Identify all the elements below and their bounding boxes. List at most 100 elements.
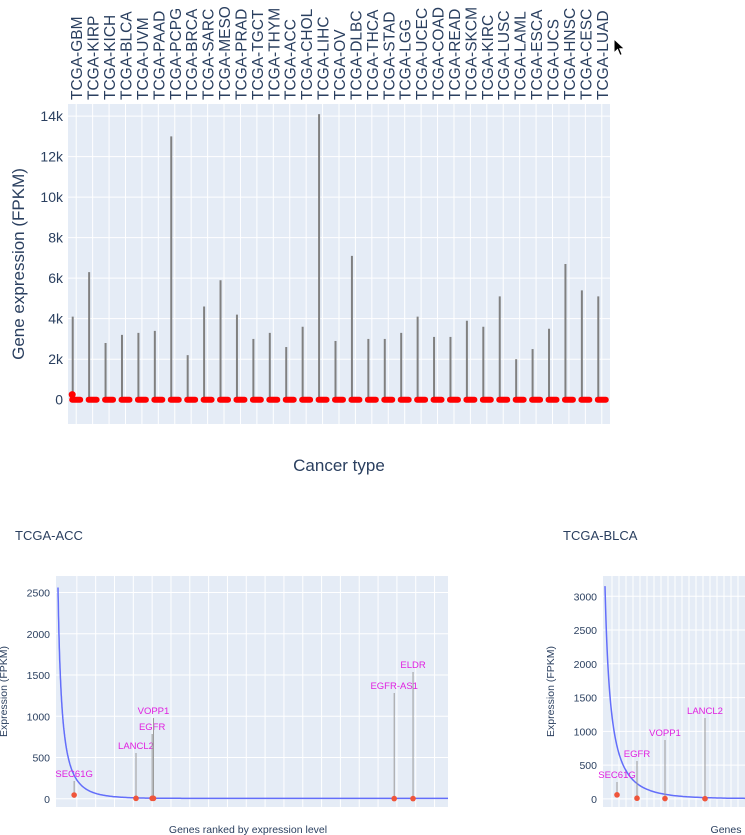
y-tick-label: 2500	[574, 625, 598, 637]
y-tick-label: 3000	[574, 591, 598, 603]
y-tick-label: 500	[579, 760, 597, 772]
outlier-cluster	[184, 396, 199, 403]
y-tick-label: 2500	[27, 588, 51, 600]
outlier-cluster	[430, 396, 445, 403]
x-tick-label: TCGA-STAD	[381, 12, 398, 100]
gene-label: SEC61G	[598, 770, 636, 781]
mouse-cursor-icon	[613, 38, 626, 57]
outlier-cluster	[299, 396, 314, 403]
x-tick-label: TCGA-THCA	[365, 9, 382, 100]
x-tick-label: TCGA-MESO	[217, 6, 234, 100]
x-tick-label: TCGA-CESC	[578, 9, 595, 100]
x-tick-label: TCGA-THYM	[266, 8, 283, 100]
x-tick-label: TCGA-TGCT	[250, 9, 267, 100]
outlier-cluster	[578, 396, 593, 403]
y-tick-label: 0	[591, 794, 597, 806]
outlier-cluster	[85, 396, 100, 403]
y-tick-label: 500	[32, 753, 50, 765]
y-tick-label: 6k	[48, 270, 64, 286]
x-tick-label: TCGA-UCS	[546, 19, 563, 100]
gene-label: EGFR	[139, 722, 166, 733]
outlier-cluster	[381, 396, 396, 403]
y-tick-label: 1500	[27, 670, 51, 682]
outlier-cluster	[512, 396, 527, 403]
blca-rank-plot: TCGA-BLCA 0 500 1000 1500 2000 2500 3000 SEC61G E…	[545, 528, 745, 835]
outlier-cluster	[463, 396, 478, 403]
outlier-cluster	[529, 396, 544, 403]
gene-label: VOPP1	[138, 706, 170, 717]
outlier-cluster	[118, 396, 133, 403]
y-tick-label: 2000	[574, 659, 598, 671]
expression-curve	[57, 587, 448, 800]
y-axis-title: Expression (FPKM)	[545, 646, 557, 737]
gene-label: LANCL2	[687, 706, 723, 717]
y-tick-label: 1000	[574, 726, 598, 738]
x-tick-label: TCGA-PRAD	[233, 9, 250, 100]
y-tick-label: 8k	[48, 230, 64, 246]
x-tick-label: TCGA-COAD	[431, 7, 448, 100]
gene-point	[71, 792, 77, 798]
outlier-cluster	[134, 396, 149, 403]
expression-curve	[604, 586, 745, 800]
outlier-cluster	[217, 396, 232, 403]
x-tick-label: TCGA-OV	[332, 29, 349, 100]
y-tick-label: 14k	[40, 108, 64, 124]
y-tick-label: 0	[44, 794, 50, 806]
gene-label: SEC61G	[55, 769, 93, 780]
gene-point	[410, 795, 416, 802]
x-tick-label: TCGA-SKCM	[463, 7, 480, 100]
y-tick-label: 10k	[40, 189, 64, 205]
outlier-cluster	[102, 396, 117, 403]
x-tick-label: TCGA-BLCA	[118, 11, 135, 100]
x-tick-label: TCGA-BRCA	[184, 8, 201, 100]
outlier-cluster	[446, 396, 461, 403]
y-tick-label: 2k	[48, 351, 64, 367]
y-tick-label: 4k	[48, 311, 64, 327]
x-axis-title: Genes ranked by expression level	[169, 824, 327, 835]
outlier-cluster	[233, 396, 248, 403]
y-axis-title: Expression (FPKM)	[0, 646, 10, 737]
gene-point	[150, 795, 157, 802]
gene-point	[702, 795, 708, 802]
outlier-cluster	[414, 396, 429, 403]
gene-point	[662, 795, 668, 802]
outlier-cluster	[200, 396, 215, 403]
gene-label: ELDR	[400, 660, 425, 671]
gene-label: LANCL2	[118, 741, 154, 752]
x-tick-label: TCGA-UCEC	[414, 8, 431, 100]
x-tick-label: TCGA-LUSC	[496, 10, 513, 100]
gene-point	[133, 795, 139, 802]
plot-area	[56, 576, 448, 807]
outlier-point	[68, 391, 76, 399]
x-tick-label: TCGA-ESCA	[529, 9, 546, 100]
x-axis-title: Genes	[711, 824, 742, 835]
y-tick-label: 12k	[40, 149, 64, 165]
x-tick-label: TCGA-KIRP	[86, 16, 103, 100]
outlier-cluster	[69, 396, 84, 403]
chart-title: TCGA-ACC	[15, 528, 83, 543]
outlier-cluster	[249, 396, 264, 403]
outlier-cluster	[332, 396, 346, 403]
x-tick-label: TCGA-LIHC	[316, 16, 333, 100]
chart-title: TCGA-BLCA	[563, 528, 638, 543]
outlier-cluster	[545, 396, 560, 403]
outlier-cluster	[315, 396, 330, 403]
x-tick-label: TCGA-PCPG	[168, 8, 185, 100]
outlier-cluster	[496, 396, 511, 403]
outlier-cluster	[151, 396, 166, 403]
y-tick-label: 1500	[574, 693, 598, 705]
x-tick-label: TCGA-SARC	[201, 9, 218, 100]
x-tick-label: TCGA-PAAD	[151, 11, 168, 100]
outlier-cluster	[397, 396, 412, 403]
gene-label: EGFR	[624, 749, 651, 760]
gene-label: VOPP1	[649, 728, 681, 739]
gene-point	[634, 795, 640, 802]
x-tick-label: TCGA-ACC	[283, 19, 300, 100]
x-tick-label: TCGA-READ	[447, 9, 464, 100]
x-tick-label: TCGA-LAML	[513, 11, 530, 100]
outlier-cluster	[167, 396, 182, 403]
outlier-cluster	[479, 396, 494, 403]
gene-point	[391, 795, 398, 802]
